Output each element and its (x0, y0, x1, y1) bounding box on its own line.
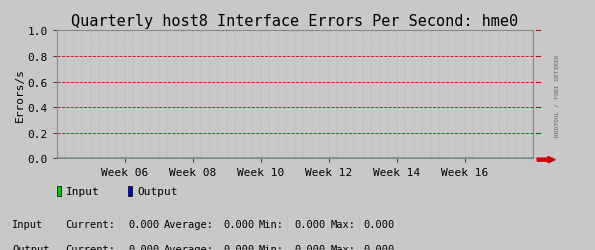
Text: Current:: Current: (65, 244, 115, 250)
Text: Output: Output (137, 186, 178, 196)
Text: Max:: Max: (330, 219, 355, 229)
Y-axis label: Errors/s: Errors/s (14, 68, 24, 122)
Text: Output: Output (12, 244, 49, 250)
Text: Current:: Current: (65, 219, 115, 229)
Text: 0.000: 0.000 (295, 244, 326, 250)
Text: Average:: Average: (164, 244, 214, 250)
Text: Min:: Min: (259, 219, 284, 229)
Text: 0.000: 0.000 (128, 244, 159, 250)
Text: Input: Input (66, 186, 99, 196)
Text: 0.000: 0.000 (128, 219, 159, 229)
Text: Min:: Min: (259, 244, 284, 250)
Text: Input: Input (12, 219, 43, 229)
Text: RRDTOOL / TOBI OETIKER: RRDTOOL / TOBI OETIKER (555, 54, 559, 136)
Text: 0.000: 0.000 (223, 244, 255, 250)
Text: Average:: Average: (164, 219, 214, 229)
Title: Quarterly host8 Interface Errors Per Second: hme0: Quarterly host8 Interface Errors Per Sec… (71, 14, 518, 29)
Text: 0.000: 0.000 (363, 244, 394, 250)
Text: Max:: Max: (330, 244, 355, 250)
Text: 0.000: 0.000 (295, 219, 326, 229)
Text: 0.000: 0.000 (363, 219, 394, 229)
Text: 0.000: 0.000 (223, 219, 255, 229)
